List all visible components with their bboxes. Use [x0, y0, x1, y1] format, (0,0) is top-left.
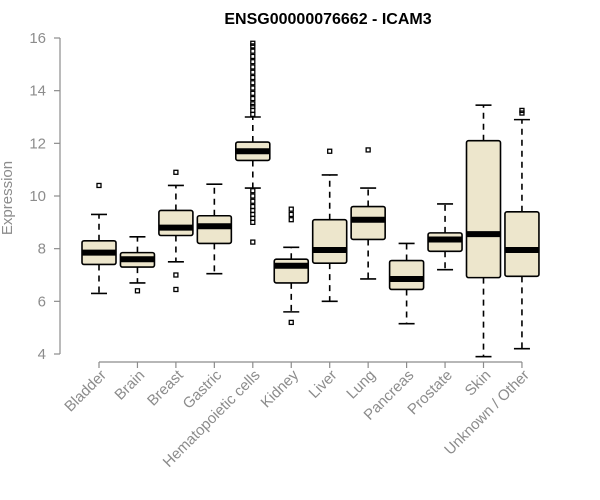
outlier-point — [250, 53, 256, 60]
outlier-point — [250, 74, 256, 81]
iqr-box — [465, 139, 502, 279]
outlier-point — [288, 217, 294, 223]
outlier-point — [365, 147, 371, 153]
box-skin — [465, 104, 502, 358]
y-axis-label: Expression — [0, 161, 16, 235]
outlier-point — [173, 169, 179, 175]
outlier-point — [173, 272, 179, 278]
x-tick-label: Liver — [306, 367, 341, 402]
x-tick-label: Bladder — [61, 367, 110, 416]
outlier-point — [288, 206, 294, 212]
outlier-point — [250, 111, 256, 118]
outlier-point — [250, 239, 256, 245]
iqr-box — [158, 209, 194, 237]
box-unknown-other — [504, 107, 540, 350]
box-gastric — [196, 183, 233, 275]
outlier-point — [250, 69, 256, 75]
box-prostate — [427, 203, 463, 271]
y-tick-label: 14 — [29, 83, 46, 100]
outlier-point — [250, 64, 256, 70]
box-kidney — [273, 206, 310, 326]
y-tick-label: 16 — [29, 30, 46, 47]
outlier-point — [250, 188, 256, 194]
iqr-box — [196, 214, 233, 245]
outlier-point — [288, 319, 294, 326]
box-bladder — [81, 182, 117, 295]
outlier-point — [250, 43, 256, 49]
iqr-box — [504, 211, 540, 278]
outlier-point — [250, 193, 256, 199]
outlier-point — [519, 107, 525, 114]
x-tick-label: Lung — [343, 367, 379, 403]
box-breast — [158, 169, 194, 293]
y-tick-label: 12 — [29, 135, 46, 152]
box-lung — [350, 147, 386, 280]
x-tick-label: Brain — [111, 367, 148, 404]
y-tick-label: 8 — [38, 241, 46, 258]
y-tick-label: 10 — [29, 188, 46, 205]
box-pancreas — [388, 242, 425, 325]
y-tick-label: 6 — [38, 293, 46, 310]
iqr-box — [388, 259, 425, 291]
y-axis-ticks: 4 6 8 10 12 14 16 — [29, 30, 60, 363]
x-tick-label: Kidney — [258, 366, 303, 411]
outlier-point — [96, 182, 102, 189]
outlier-point — [250, 90, 256, 96]
iqr-box — [311, 218, 348, 264]
box-brain — [119, 236, 156, 294]
outlier-point — [250, 48, 256, 54]
outlier-point — [327, 148, 333, 154]
y-tick-label: 4 — [38, 346, 46, 363]
outlier-point — [173, 286, 179, 293]
outlier-point — [250, 80, 256, 86]
iqr-box — [273, 258, 310, 284]
box-liver — [311, 148, 348, 303]
outlier-point — [288, 211, 294, 218]
outlier-point — [250, 219, 256, 225]
boxes-group — [81, 40, 540, 358]
outlier-point — [250, 95, 256, 102]
outlier-point — [134, 288, 141, 294]
iqr-box — [350, 205, 386, 241]
outlier-point — [250, 198, 256, 204]
x-tick-label: Skin — [462, 367, 495, 400]
chart-title: ENSG00000076662 - ICAM3 — [224, 11, 431, 28]
outlier-point — [250, 59, 256, 65]
outlier-point — [250, 85, 256, 91]
box-hematopoietic-cells — [235, 40, 271, 245]
